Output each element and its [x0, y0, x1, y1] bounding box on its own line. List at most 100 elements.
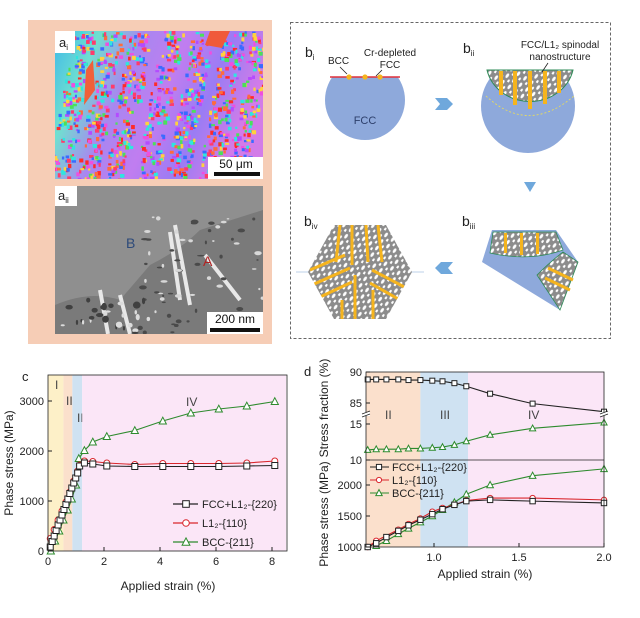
- ebsd-grain: [113, 34, 118, 39]
- data-point-square: [395, 527, 402, 535]
- ebsd-grain: [193, 90, 197, 94]
- ebsd-grain: [144, 176, 148, 179]
- ebsd-grain: [161, 106, 166, 109]
- legend-label: FCC+L1₂-{220}: [202, 499, 277, 511]
- ebsd-grain: [198, 48, 203, 52]
- ebsd-grain: [245, 99, 250, 103]
- ebsd-grain: [225, 142, 230, 145]
- legend-label: BCC-{211}: [202, 537, 254, 549]
- ebsd-grain: [105, 90, 108, 95]
- ebsd-grain: [150, 156, 155, 161]
- ebsd-grain: [124, 155, 127, 158]
- ebsd-grain: [142, 77, 146, 82]
- ebsd-grain: [91, 157, 94, 161]
- ebsd-grain: [184, 122, 189, 125]
- sem-feature: [102, 315, 109, 323]
- ebsd-grain: [180, 144, 184, 149]
- ebsd-grain: [108, 90, 112, 93]
- ebsd-grain: [75, 63, 80, 67]
- ebsd-grain: [148, 134, 152, 139]
- ebsd-map: [55, 31, 263, 179]
- ebsd-grain: [257, 36, 261, 40]
- ebsd-grain: [201, 73, 204, 77]
- ebsd-grain: [133, 42, 137, 47]
- ebsd-grain: [163, 90, 167, 95]
- ebsd-grain: [67, 163, 72, 169]
- ebsd-grain: [87, 167, 91, 171]
- sem-feature: [258, 287, 261, 291]
- ebsd-grain: [174, 145, 178, 149]
- ebsd-grain: [175, 135, 179, 139]
- data-point-circle: [182, 519, 190, 527]
- sem-feature: [160, 280, 168, 283]
- sem-feature: [161, 301, 166, 304]
- ebsd-grain: [96, 96, 99, 99]
- ebsd-grain: [188, 135, 191, 140]
- ebsd-grain: [149, 131, 152, 135]
- ebsd-grain: [176, 153, 179, 157]
- ebsd-grain: [100, 123, 105, 128]
- ebsd-grain: [217, 107, 223, 112]
- ebsd-grain: [135, 85, 140, 89]
- data-point-triangle: [88, 437, 98, 446]
- ebsd-grain: [233, 81, 236, 84]
- ebsd-grain: [167, 41, 172, 46]
- ebsd-grain: [108, 53, 113, 58]
- sem-feature: [134, 310, 138, 315]
- ebsd-grain: [138, 55, 141, 58]
- axis-ticks: 1.0 1.5 2.0 90 85 15 10 2000 1500 1000: [338, 367, 612, 564]
- ebsd-grain: [122, 165, 125, 170]
- x-tick-label: 2.0: [596, 552, 611, 564]
- cr-depleted-label-2: FCC: [380, 60, 401, 71]
- ebsd-grain: [157, 96, 161, 101]
- ebsd-grain: [118, 105, 122, 109]
- ebsd-grain: [154, 82, 158, 87]
- region-marker-a: A: [203, 253, 213, 269]
- ebsd-grain: [177, 113, 182, 116]
- ebsd-grain: [127, 48, 130, 52]
- ebsd-grain: [198, 177, 202, 179]
- ebsd-grain: [185, 102, 189, 105]
- ebsd-grain: [126, 134, 130, 138]
- ebsd-grain: [141, 160, 144, 164]
- ebsd-grain: [168, 31, 172, 34]
- ebsd-grain: [72, 96, 75, 100]
- ebsd-grain: [174, 131, 179, 136]
- ebsd-grain: [89, 47, 94, 50]
- ebsd-grain: [219, 146, 223, 151]
- ebsd-grain: [241, 40, 244, 45]
- data-point-triangle: [372, 444, 381, 453]
- data-point-square: [463, 383, 470, 390]
- ebsd-grain: [61, 122, 64, 127]
- ebsd-grain: [218, 134, 223, 138]
- ebsd-grain: [164, 31, 167, 34]
- sem-image: [55, 186, 263, 334]
- ebsd-grain: [197, 99, 201, 102]
- ebsd-grain: [61, 156, 65, 160]
- data-point-square: [463, 497, 470, 505]
- ebsd-grain: [231, 104, 236, 108]
- ebsd-grain: [69, 105, 74, 109]
- ebsd-grain: [71, 160, 77, 163]
- ebsd-grain: [118, 136, 121, 141]
- data-point-square: [451, 501, 458, 509]
- ebsd-grain: [173, 59, 179, 63]
- ebsd-grain: [196, 102, 199, 106]
- ebsd-grain: [68, 125, 73, 130]
- ebsd-grain: [139, 57, 143, 62]
- series-layer: [363, 376, 609, 551]
- data-point-triangle: [404, 444, 413, 452]
- ebsd-grain: [192, 57, 197, 61]
- ebsd-grain: [239, 32, 244, 37]
- ebsd-grain: [79, 158, 84, 163]
- ebsd-grain: [114, 150, 118, 154]
- ebsd-grain: [180, 99, 184, 103]
- ebsd-grain: [241, 37, 245, 42]
- ebsd-grain: [121, 137, 124, 143]
- ebsd-grain: [124, 75, 128, 79]
- ebsd-grain: [256, 107, 261, 112]
- ebsd-grain: [225, 53, 229, 57]
- ebsd-grain: [120, 161, 123, 167]
- ebsd-grain: [193, 72, 197, 76]
- ebsd-grain: [166, 88, 170, 92]
